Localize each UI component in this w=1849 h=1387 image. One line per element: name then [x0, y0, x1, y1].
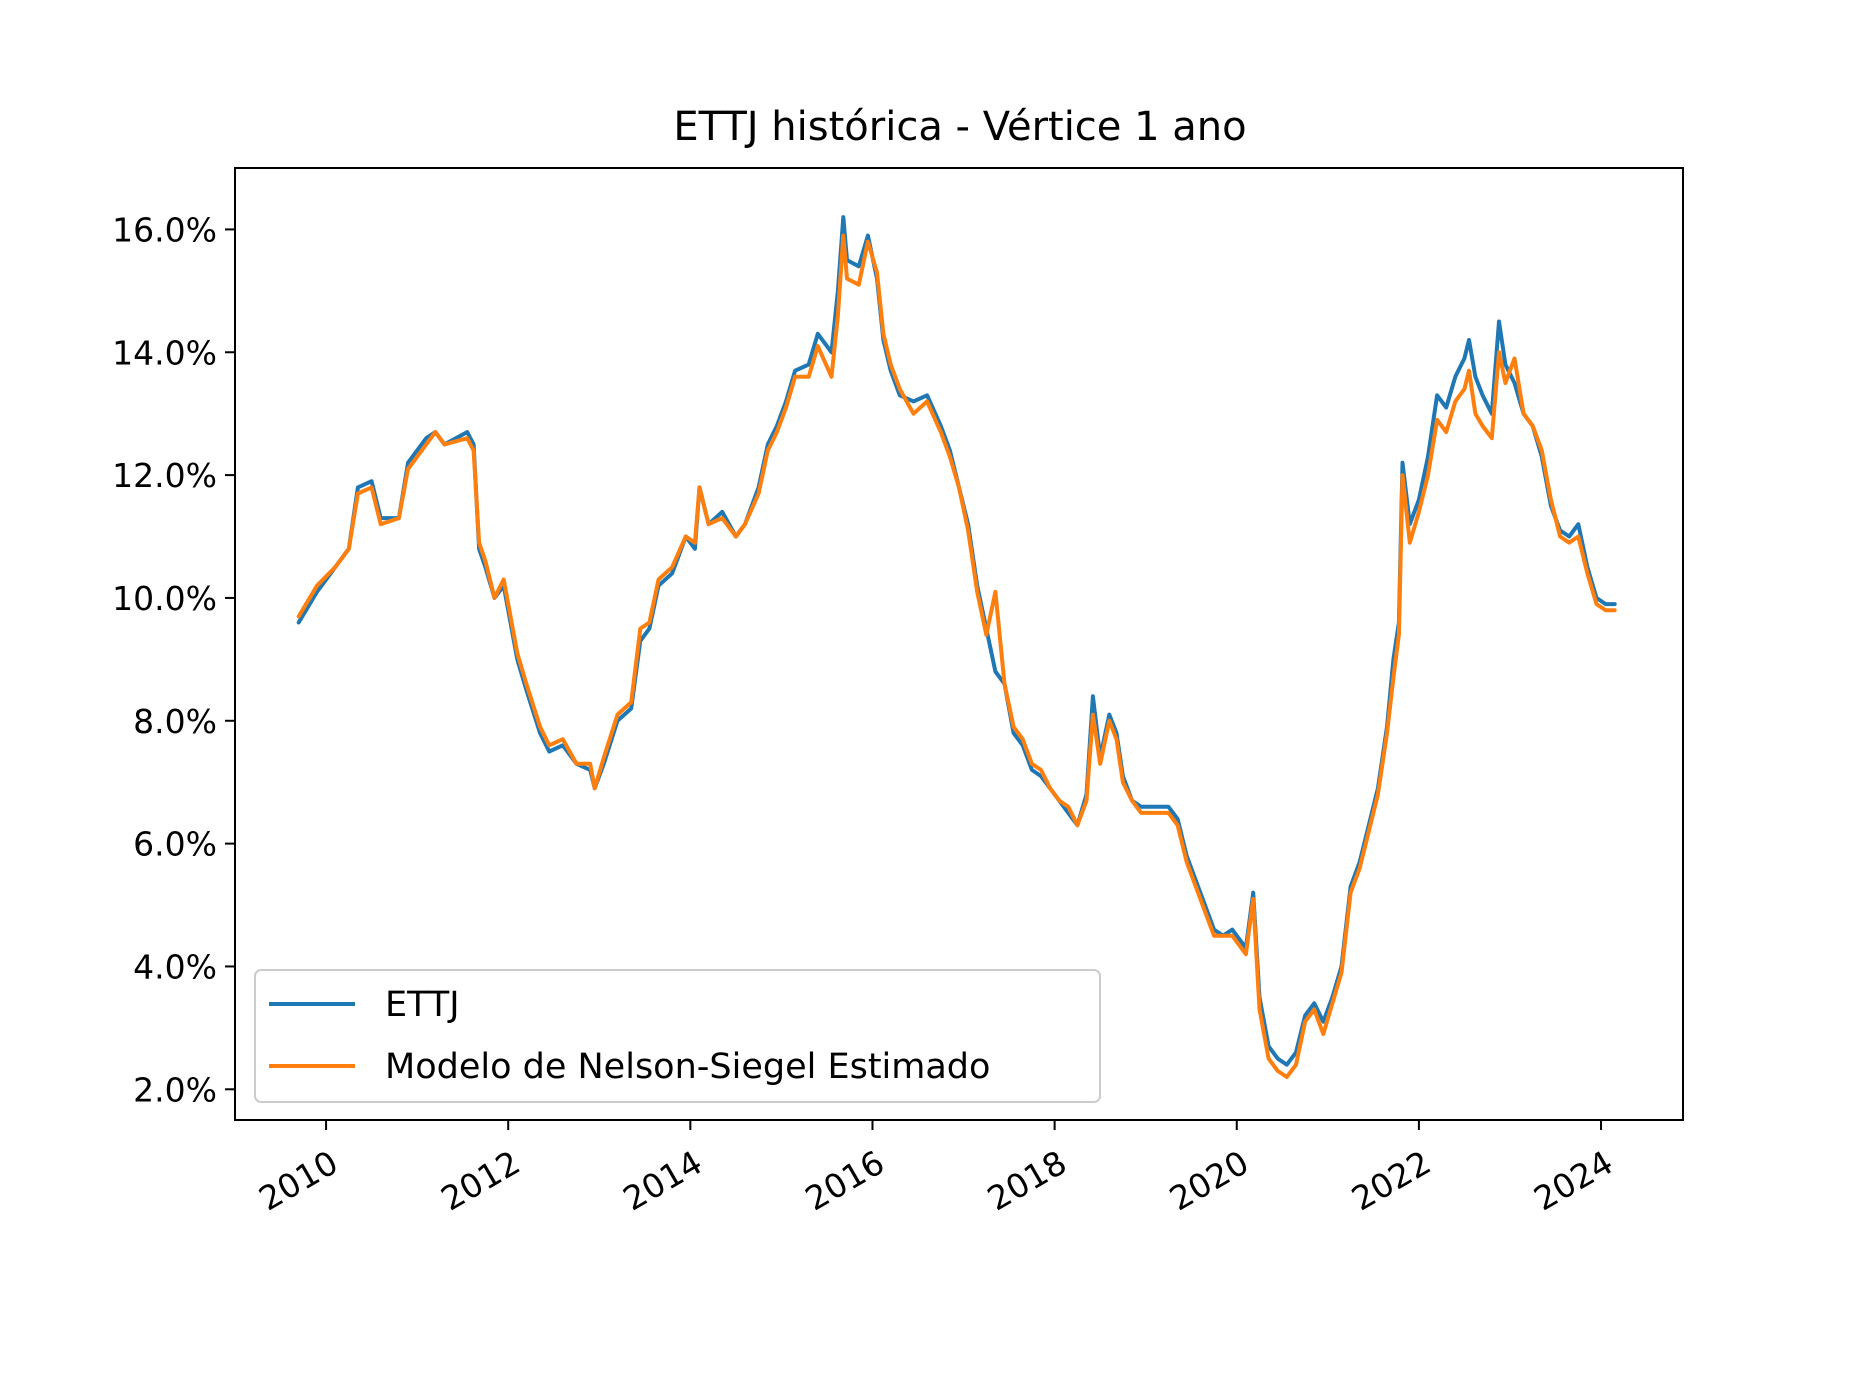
chart-title: ETTJ histórica - Vértice 1 ano: [673, 104, 1246, 150]
legend-box: [254, 969, 1101, 1103]
y-tick-label: 4.0%: [133, 947, 217, 986]
legend: ETTJ Modelo de Nelson-Siegel Estimado: [254, 969, 1101, 1103]
series-line-1: [296, 233, 1617, 1079]
legend-label-0: ETTJ: [385, 985, 460, 1025]
series-layer: [296, 215, 1617, 1079]
y-tick-label: 14.0%: [112, 333, 217, 372]
plot-frame: [234, 167, 1684, 1121]
y-axis: 2.0% 4.0% 6.0% 8.0% 10.0% 12.0% 14.0% 16.0%: [112, 210, 235, 1109]
plot-area: [235, 168, 1683, 1120]
y-tick-label: 2.0%: [133, 1070, 217, 1109]
y-tick-label: 8.0%: [133, 702, 217, 741]
legend-label-1: Modelo de Nelson-Siegel Estimado: [385, 1047, 990, 1087]
y-tick-label: 10.0%: [112, 579, 217, 618]
y-tick-label: 12.0%: [112, 456, 217, 495]
y-tick-label: 16.0%: [112, 210, 217, 249]
y-tick-label: 6.0%: [133, 825, 217, 864]
